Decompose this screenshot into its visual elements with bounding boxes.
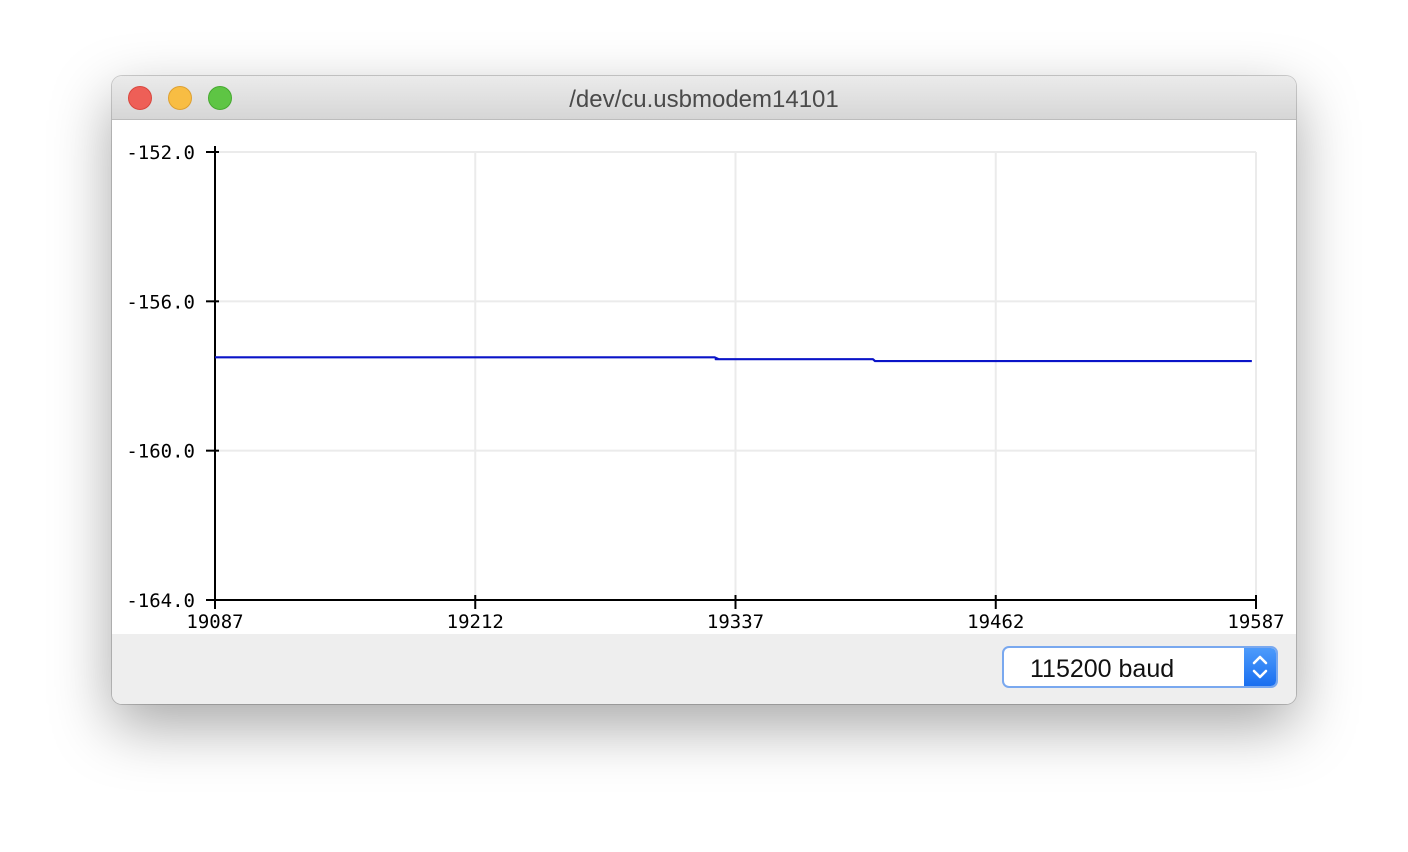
y-tick-label-2: -160.0 xyxy=(126,441,195,463)
bottom-toolbar: 115200 baud xyxy=(112,634,1296,704)
window-title: /dev/cu.usbmodem14101 xyxy=(569,86,839,113)
baud-rate-value: 115200 baud xyxy=(1030,655,1175,683)
series-layer xyxy=(215,356,1252,363)
x-tick-label-1: 19212 xyxy=(447,611,504,633)
x-tick-label-3: 19462 xyxy=(967,611,1024,633)
close-button-icon[interactable] xyxy=(128,86,152,110)
series-line-0 xyxy=(215,356,1252,363)
y-tick-label-3: -164.0 xyxy=(126,590,195,612)
chevron-up-down-icon[interactable] xyxy=(1244,648,1276,686)
x-tick-label-2: 19337 xyxy=(707,611,764,633)
zoom-button-icon[interactable] xyxy=(208,86,232,110)
grid-lines xyxy=(214,151,1257,601)
plot-area: -152.0 -156.0 -160.0 -164.0 19087 19212 19337 1… xyxy=(112,120,1296,634)
minimize-button-icon[interactable] xyxy=(168,86,192,110)
x-tick-label-4: 19587 xyxy=(1227,611,1284,633)
axes xyxy=(206,146,1257,609)
y-tick-label-1: -156.0 xyxy=(126,291,195,313)
serial-plotter-window: /dev/cu.usbmodem14101 -152.0 -156.0 -160.0… xyxy=(112,76,1296,704)
x-tick-label-0: 19087 xyxy=(186,611,243,633)
title-bar[interactable]: /dev/cu.usbmodem14101 xyxy=(112,76,1296,120)
baud-rate-select[interactable]: 115200 baud xyxy=(1002,646,1278,688)
y-tick-label-0: -152.0 xyxy=(126,142,195,164)
